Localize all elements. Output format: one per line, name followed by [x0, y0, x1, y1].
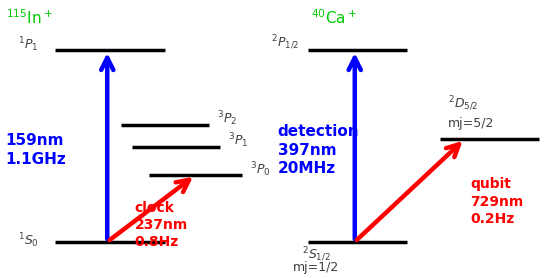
Text: $^1S_0$: $^1S_0$ [18, 231, 38, 250]
Text: $^3P_2$: $^3P_2$ [217, 109, 238, 128]
Text: mj=5/2: mj=5/2 [448, 117, 494, 130]
Text: mj=1/2: mj=1/2 [293, 261, 339, 274]
Text: clock
237nm
0.8Hz: clock 237nm 0.8Hz [135, 201, 188, 249]
Text: $^{40}$Ca$^+$: $^{40}$Ca$^+$ [311, 8, 357, 27]
Text: $^2P_{1/2}$: $^2P_{1/2}$ [271, 34, 300, 52]
Text: 159nm
1.1GHz: 159nm 1.1GHz [6, 133, 66, 167]
Text: $^3P_0$: $^3P_0$ [250, 160, 271, 179]
Text: $^3P_1$: $^3P_1$ [228, 131, 249, 150]
Text: detection
397nm
20MHz: detection 397nm 20MHz [278, 124, 359, 176]
Text: $^2S_{1/2}$: $^2S_{1/2}$ [302, 245, 331, 264]
Text: $^{115}$In$^+$: $^{115}$In$^+$ [6, 8, 53, 27]
Text: qubit
729nm
0.2Hz: qubit 729nm 0.2Hz [470, 177, 524, 226]
Text: $^1P_1$: $^1P_1$ [18, 35, 38, 54]
Text: $^2D_{5/2}$: $^2D_{5/2}$ [448, 95, 478, 113]
